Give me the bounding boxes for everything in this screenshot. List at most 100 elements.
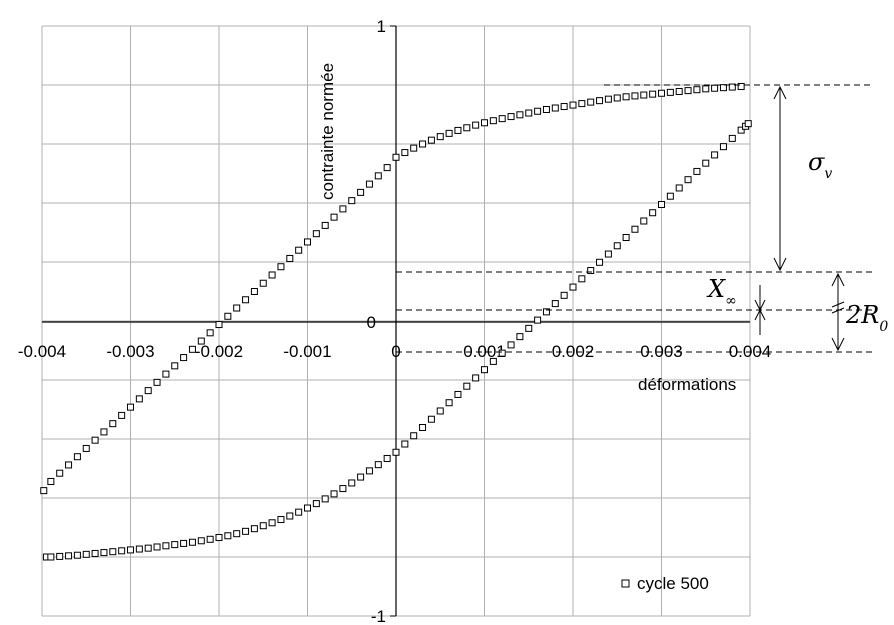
data-point [445,129,453,137]
data-point [259,522,267,530]
data-point [330,490,338,498]
data-point [569,101,577,109]
data-point [551,104,559,112]
data-point [215,321,223,329]
data-point [702,85,710,93]
data-point [348,479,356,487]
y-tick-labels: 1 0 -1 [367,17,386,625]
data-point [242,296,250,304]
data-point [481,119,488,127]
data-point [445,399,453,407]
data-point [73,551,81,559]
data-point [277,263,285,271]
data-point [144,387,152,395]
data-point [436,407,444,415]
data-point [658,89,665,97]
data-point [82,444,90,452]
data-point [737,82,745,90]
data-point [596,258,604,266]
data-point [250,288,258,295]
data-point [392,153,400,161]
data-point [135,395,143,403]
data-point [162,370,170,378]
data-point [666,192,674,200]
x-tick-labels: -0.004 -0.003 -0.002 -0.001 0 0.001 0.002 0.003… [18,342,771,361]
data-point [304,238,311,246]
data-point [188,345,196,353]
y-tick-label: -1 [371,607,386,625]
data-point [383,164,391,172]
data-point [542,308,550,316]
data-point [392,448,400,456]
data-point [675,87,683,95]
data-point [224,312,232,320]
x-tick-label: -0.004 [18,342,66,361]
sigma-arrowhead-bottom [773,257,787,272]
data-point [728,134,736,142]
data-point [268,519,276,527]
data-point [419,140,427,148]
data-point [649,90,657,98]
data-point [304,504,311,512]
data-point [162,542,170,550]
data-point [100,549,108,557]
data-point [47,477,55,485]
data-point [250,525,258,533]
data-point [206,535,214,543]
data-point [560,103,568,111]
data-point [419,423,427,431]
legend-label: cycle 500 [637,574,709,593]
data-point [224,532,232,540]
data-point [118,547,126,555]
data-point [118,411,126,419]
data-point [321,221,329,229]
data-point [40,487,48,495]
data-point [56,469,64,477]
data-point [127,403,134,411]
data-point [427,415,435,423]
data-point [295,246,303,254]
data-point [259,279,267,287]
data-point [702,159,710,167]
data-point [463,382,471,390]
y-tick-label: 1 [377,17,386,36]
data-point [666,88,674,96]
data-point [481,366,488,374]
data-point [507,113,515,121]
annotations: σv X∞ 2R0 [396,84,888,353]
x-tick-label: -0.002 [195,342,243,361]
r0-tick-1 [831,301,845,308]
data-point [268,271,276,279]
data-point [463,124,471,132]
data-point [242,527,250,535]
data-point [383,454,391,462]
data-point [472,121,480,129]
data-point [295,508,303,516]
data-point [65,461,73,469]
data-point [578,100,586,108]
data-point [82,550,90,558]
data-point [744,120,752,128]
data-point [277,516,285,524]
data-point [91,436,99,444]
data-point [171,541,179,549]
data-point [47,553,55,561]
data-point [711,84,719,92]
data-point [339,205,347,213]
data-point [357,188,365,196]
data-point [401,149,409,157]
data-point [144,544,152,552]
data-point [401,440,409,448]
data-point [180,539,188,547]
xinf-label: X∞ [706,275,737,309]
data-point [613,94,621,102]
data-point [516,333,524,341]
data-point [454,390,462,398]
r0-arrowhead-bottom [831,337,845,352]
data-point [498,115,506,123]
data-point [737,126,745,134]
data-point [374,172,382,180]
data-point [534,107,542,115]
axes [42,25,750,617]
data-point [622,234,630,242]
